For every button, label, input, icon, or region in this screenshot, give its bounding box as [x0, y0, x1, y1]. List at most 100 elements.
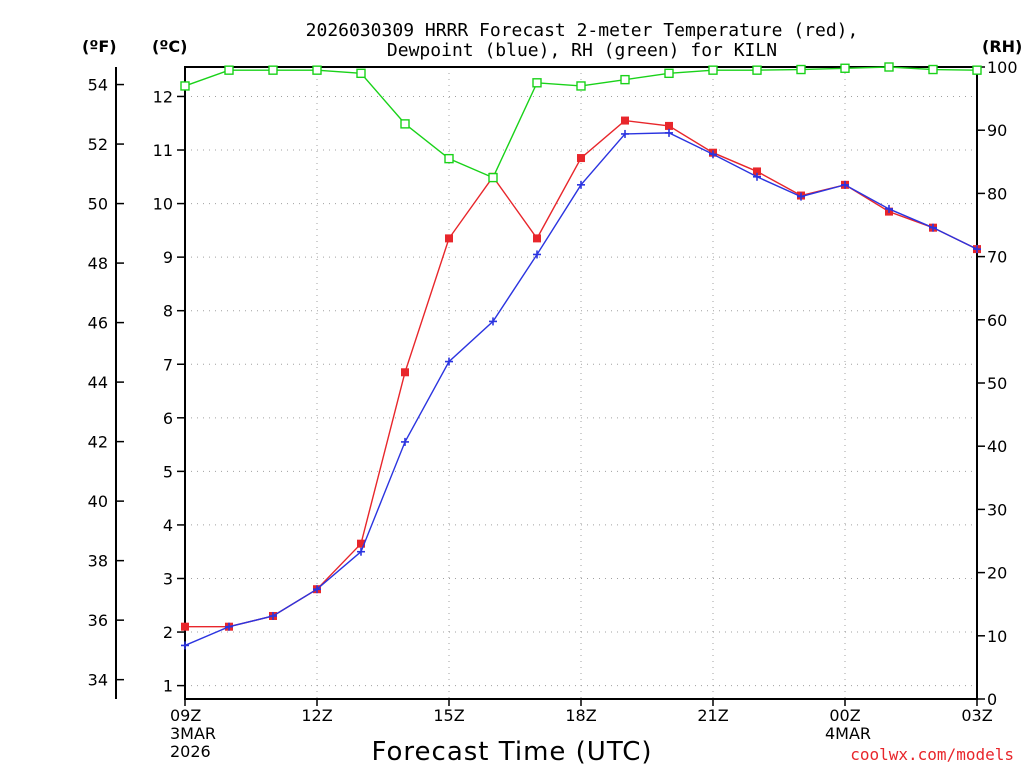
rh-point — [180, 81, 190, 91]
rh-point — [312, 65, 322, 75]
rh-point — [752, 65, 762, 75]
rh-tick-label: 100 — [987, 58, 1018, 77]
dewpoint-point — [489, 317, 497, 326]
dewpoint-point — [753, 172, 761, 181]
x-tick-label: 18Z — [565, 706, 596, 725]
rh-tick-label: 80 — [987, 184, 1007, 203]
celsius-tick-label: 1 — [163, 677, 173, 696]
fahrenheit-tick-label: 44 — [88, 373, 108, 392]
dewpoint-point — [577, 180, 585, 189]
celsius-tick-label: 6 — [163, 409, 173, 428]
rh-point — [708, 65, 718, 75]
x-tick-label: 03Z — [961, 706, 992, 725]
dewpoint-point — [973, 245, 981, 254]
celsius-tick-label: 11 — [153, 141, 173, 160]
rh-point — [884, 62, 894, 72]
celsius-tick-label: 8 — [163, 302, 173, 321]
celsius-tick-label: 5 — [163, 462, 173, 481]
dewpoint-point — [401, 437, 409, 446]
temperature-point — [445, 234, 453, 243]
fahrenheit-tick-label: 52 — [88, 135, 108, 154]
chart-title-line2: Dewpoint (blue), RH (green) for KILN — [387, 40, 777, 61]
x-tick-label: 15Z — [433, 706, 464, 725]
rh-point — [796, 64, 806, 75]
temperature-point — [533, 234, 541, 243]
celsius-tick-label: 4 — [163, 516, 173, 535]
celsius-tick-label: 12 — [153, 87, 173, 106]
x-tick-label: 00Z — [829, 706, 860, 725]
rh-tick-label: 40 — [987, 437, 1007, 456]
fahrenheit-axis-label: (ºF) — [82, 37, 117, 56]
rh-point — [356, 68, 366, 79]
rh-tick-label: 30 — [987, 500, 1007, 519]
x-tick-label: 09Z — [170, 706, 201, 725]
dewpoint-point — [445, 357, 453, 366]
dewpoint-point — [929, 223, 937, 232]
dewpoint-point — [181, 641, 189, 650]
temperature-point — [577, 154, 585, 163]
dewpoint-point — [225, 622, 233, 631]
celsius-tick-label: 10 — [153, 195, 173, 214]
rh-point — [576, 81, 586, 91]
rh-point — [444, 153, 454, 164]
rh-point — [972, 65, 982, 75]
rh-axis-label: (RH) — [982, 37, 1022, 56]
celsius-tick-label: 3 — [163, 569, 173, 588]
rh-tick-label: 20 — [987, 564, 1007, 583]
dewpoint-point — [709, 150, 717, 159]
axis-ticks: 1234567891011123436384042444648505254010… — [88, 58, 1018, 761]
rh-point — [840, 63, 850, 73]
celsius-tick-label: 7 — [163, 355, 173, 374]
fahrenheit-tick-label: 40 — [88, 492, 108, 511]
x-tick-year-label: 2026 — [170, 742, 211, 761]
chart-title-line1: 2026030309 HRRR Forecast 2-meter Tempera… — [306, 20, 859, 41]
dewpoint-point — [313, 585, 321, 594]
dewpoint-point — [841, 180, 849, 189]
rh-point — [268, 65, 278, 75]
rh-tick-label: 50 — [987, 374, 1007, 393]
temperature-point — [357, 539, 365, 548]
dewpoint-point — [885, 204, 893, 213]
dewpoint-point — [621, 129, 629, 138]
fahrenheit-tick-label: 54 — [88, 76, 108, 95]
temperature-point — [753, 167, 761, 176]
rh-point — [532, 78, 542, 88]
rh-tick-label: 0 — [987, 690, 997, 709]
celsius-tick-label: 9 — [163, 248, 173, 267]
dewpoint-series-line — [184, 132, 978, 647]
temperature-point — [181, 622, 189, 631]
fahrenheit-tick-label: 36 — [88, 611, 108, 630]
rh-tick-label: 60 — [987, 311, 1007, 330]
rh-point — [664, 68, 674, 79]
celsius-tick-label: 2 — [163, 623, 173, 642]
fahrenheit-tick-label: 46 — [88, 314, 108, 333]
celsius-axis-label: (ºC) — [152, 37, 187, 56]
fahrenheit-tick-label: 42 — [88, 433, 108, 452]
temperature-point — [621, 116, 629, 125]
axes — [115, 66, 978, 700]
x-tick-label: 21Z — [697, 706, 728, 725]
rh-point — [400, 119, 410, 129]
fahrenheit-tick-label: 38 — [88, 552, 108, 571]
data-series — [180, 62, 982, 650]
rh-point — [224, 65, 234, 75]
dewpoint-point — [665, 128, 673, 137]
fahrenheit-tick-label: 48 — [88, 254, 108, 273]
x-tick-date-label: 3MAR — [170, 724, 216, 743]
fahrenheit-tick-label: 34 — [88, 671, 108, 690]
x-axis-label: Forecast Time (UTC) — [371, 737, 652, 767]
temperature-point — [401, 368, 409, 377]
x-tick-label: 12Z — [301, 706, 332, 725]
grid-lines — [185, 67, 977, 699]
dewpoint-point — [269, 611, 277, 620]
dewpoint-point — [357, 547, 365, 556]
rh-tick-label: 10 — [987, 627, 1007, 646]
rh-tick-label: 90 — [987, 121, 1007, 140]
dewpoint-point — [533, 250, 541, 259]
dewpoint-point — [797, 192, 805, 201]
x-tick-date-label: 4MAR — [825, 724, 871, 743]
credit-link[interactable]: coolwx.com/models — [850, 745, 1014, 764]
rh-point — [928, 64, 938, 75]
fahrenheit-tick-label: 50 — [88, 195, 108, 214]
